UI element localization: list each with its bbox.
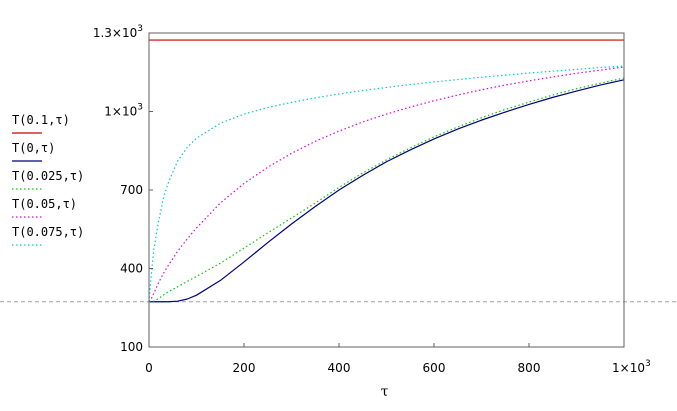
x-tick-label-2: 400: [328, 361, 351, 375]
y-tick-label-4: 1.3×103: [93, 24, 143, 40]
x-axis-title: τ: [381, 384, 389, 400]
y-tick-label-3: 1×103: [104, 103, 143, 119]
x-tick-label-0: 0: [145, 361, 153, 375]
legend-label-4: T(0.075,τ): [12, 225, 84, 239]
x-tick-label-3: 600: [423, 361, 446, 375]
legend-label-2: T(0.025,τ): [12, 169, 84, 183]
legend-label-0: T(0.1,τ): [12, 113, 70, 127]
series-line-4: [148, 65, 625, 302]
legend-label-1: T(0,τ): [12, 141, 55, 155]
series-line-2: [148, 77, 625, 303]
series-line-1: [149, 79, 625, 303]
x-tick-label-1: 200: [233, 361, 256, 375]
y-tick-label-2: 700: [120, 183, 143, 197]
x-tick-label-4: 800: [518, 361, 541, 375]
legend-label-3: T(0.05,τ): [12, 197, 77, 211]
series-line-3: [148, 66, 625, 303]
y-tick-label-1: 400: [120, 262, 143, 276]
y-tick-label-0: 100: [120, 340, 143, 354]
x-tick-label-5: 1×103: [612, 359, 651, 375]
